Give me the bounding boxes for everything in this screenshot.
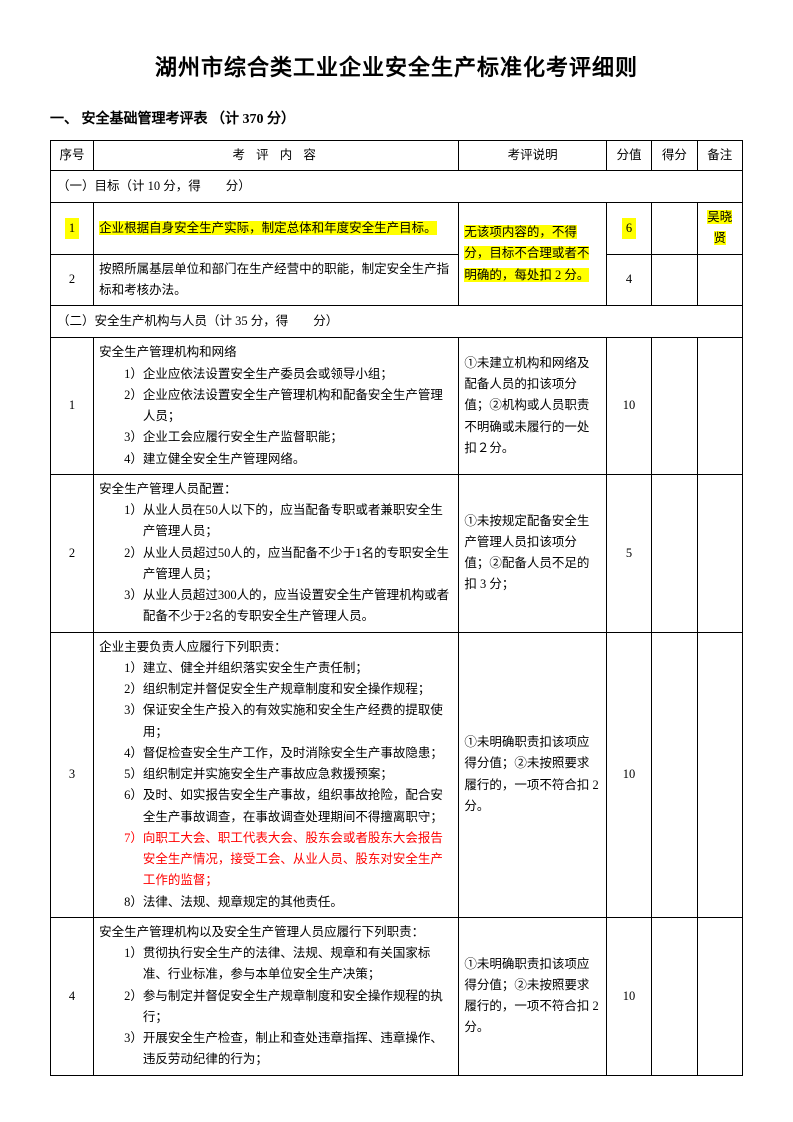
row-note	[697, 632, 742, 917]
row-score: 10	[606, 338, 651, 475]
row-num: 2	[51, 474, 94, 632]
row-got	[652, 338, 697, 475]
header-score: 分值	[606, 140, 651, 170]
row-num: 4	[51, 917, 94, 1075]
row-score: 10	[606, 917, 651, 1075]
table-row: 1 企业根据自身安全生产实际，制定总体和年度安全生产目标。 无该项内容的，不得分…	[51, 203, 743, 255]
row-desc: ①未明确职责扣该项应得分值；②未按照要求履行的，一项不符合扣 2 分。	[459, 917, 606, 1075]
header-note: 备注	[697, 140, 742, 170]
evaluation-table: 序号 考 评 内 容 考评说明 分值 得分 备注 （一）目标（计 10 分，得 …	[50, 140, 743, 1076]
row-got	[652, 203, 697, 255]
row-note	[697, 474, 742, 632]
row-score: 4	[606, 254, 651, 306]
section-2-label: （二）安全生产机构与人员（计 35 分，得 分）	[51, 306, 743, 338]
row-score: 10	[606, 632, 651, 917]
table-row: 3 企业主要负责人应履行下列职责： 1）建立、健全并组织落实安全生产责任制； 2…	[51, 632, 743, 917]
section-2-header: （二）安全生产机构与人员（计 35 分，得 分）	[51, 306, 743, 338]
document-title: 湖州市综合类工业企业安全生产标准化考评细则	[50, 50, 743, 85]
row-got	[652, 254, 697, 306]
row-score: 6	[606, 203, 651, 255]
table-header-row: 序号 考 评 内 容 考评说明 分值 得分 备注	[51, 140, 743, 170]
header-got: 得分	[652, 140, 697, 170]
row-score: 5	[606, 474, 651, 632]
row-content: 安全生产管理机构以及安全生产管理人员应履行下列职责： 1）贯彻执行安全生产的法律…	[94, 917, 459, 1075]
row-content: 按照所属基层单位和部门在生产经营中的职能，制定安全生产指标和考核办法。	[94, 254, 459, 306]
header-num: 序号	[51, 140, 94, 170]
row-note	[697, 338, 742, 475]
row-note	[697, 254, 742, 306]
section-1-label: （一）目标（计 10 分，得 分）	[51, 170, 743, 202]
row-desc: ①未按规定配备安全生产管理人员扣该项分值；②配备人员不足的扣 3 分；	[459, 474, 606, 632]
header-content: 考 评 内 容	[94, 140, 459, 170]
row-num: 3	[51, 632, 94, 917]
table-row: 2 安全生产管理人员配置： 1）从业人员在50人以下的，应当配备专职或者兼职安全…	[51, 474, 743, 632]
row-content: 安全生产管理机构和网络 1）企业应依法设置安全生产委员会或领导小组； 2）企业应…	[94, 338, 459, 475]
row-num: 1	[51, 203, 94, 255]
table-row: 4 安全生产管理机构以及安全生产管理人员应履行下列职责： 1）贯彻执行安全生产的…	[51, 917, 743, 1075]
row-num: 2	[51, 254, 94, 306]
row-note: 吴晓贤	[697, 203, 742, 255]
row-content: 企业主要负责人应履行下列职责： 1）建立、健全并组织落实安全生产责任制； 2）组…	[94, 632, 459, 917]
row-num: 1	[51, 338, 94, 475]
table-row: 1 安全生产管理机构和网络 1）企业应依法设置安全生产委员会或领导小组； 2）企…	[51, 338, 743, 475]
section-header: 一、 安全基础管理考评表 （计 370 分）	[50, 109, 743, 131]
row-desc: 无该项内容的，不得分，目标不合理或者不明确的，每处扣 2 分。	[459, 203, 606, 306]
row-got	[652, 474, 697, 632]
row-content: 安全生产管理人员配置： 1）从业人员在50人以下的，应当配备专职或者兼职安全生产…	[94, 474, 459, 632]
table-row: 2 按照所属基层单位和部门在生产经营中的职能，制定安全生产指标和考核办法。 4	[51, 254, 743, 306]
section-1-header: （一）目标（计 10 分，得 分）	[51, 170, 743, 202]
row-got	[652, 632, 697, 917]
header-desc: 考评说明	[459, 140, 606, 170]
row-desc: ①未明确职责扣该项应得分值；②未按照要求履行的，一项不符合扣 2 分。	[459, 632, 606, 917]
row-content: 企业根据自身安全生产实际，制定总体和年度安全生产目标。	[94, 203, 459, 255]
row-desc: ①未建立机构和网络及配备人员的扣该项分值；②机构或人员职责不明确或未履行的一处扣…	[459, 338, 606, 475]
row-note	[697, 917, 742, 1075]
row-got	[652, 917, 697, 1075]
